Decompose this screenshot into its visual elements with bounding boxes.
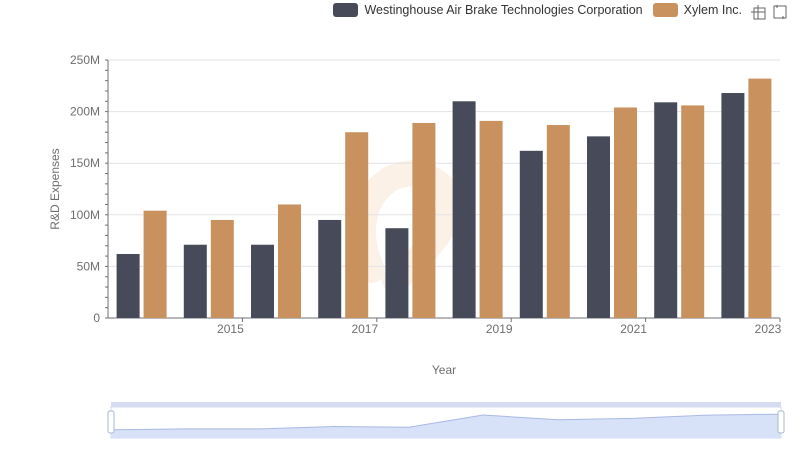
x-tick-label: 2023 (755, 322, 782, 336)
bar-wabtec-2022[interactable] (654, 102, 678, 318)
restore-icon[interactable] (772, 4, 788, 20)
data-zoom-move-bar[interactable] (111, 402, 781, 407)
bar-xylem-2022[interactable] (681, 105, 705, 319)
legend-item-wabtec[interactable]: Westinghouse Air Brake Technologies Corp… (333, 3, 643, 17)
y-tick-label: 200M (70, 105, 100, 119)
bar-wabtec-2023[interactable] (721, 93, 745, 318)
bar-wabtec-2018[interactable] (385, 228, 409, 318)
x-tick-label: 2017 (351, 322, 378, 336)
bar-xylem-2016[interactable] (278, 204, 301, 318)
legend-label-xylem: Xylem Inc. (683, 3, 742, 17)
bar-xylem-2021[interactable] (614, 107, 637, 318)
bar-wabtec-2021[interactable] (587, 136, 610, 318)
bar-xylem-2014[interactable] (143, 210, 167, 318)
x-tick-label: 2019 (486, 322, 513, 336)
x-axis-title: Year (432, 363, 456, 377)
bar-wabtec-2015[interactable] (183, 244, 207, 318)
y-tick-label: 50M (77, 259, 100, 273)
bar-wabtec-2014[interactable] (116, 254, 140, 318)
bar-xylem-2015[interactable] (210, 219, 234, 318)
data-zoom-preview-area (111, 414, 781, 438)
y-tick-label: 100M (70, 208, 100, 222)
legend: Westinghouse Air Brake Technologies Corp… (333, 3, 742, 17)
bar-xylem-2018[interactable] (412, 122, 436, 319)
legend-item-xylem[interactable]: Xylem Inc. (652, 3, 742, 17)
zoom-icon[interactable] (750, 4, 766, 20)
bar-xylem-2023[interactable] (748, 78, 772, 319)
y-axis-title: R&D Expenses (48, 148, 62, 229)
legend-label-wabtec: Westinghouse Air Brake Technologies Corp… (364, 3, 643, 17)
bar-wabtec-2017[interactable] (318, 219, 342, 318)
toolbox (750, 4, 788, 20)
data-zoom-handle-right[interactable] (777, 410, 785, 434)
bar-wabtec-2020[interactable] (519, 150, 543, 318)
bar-wabtec-2016[interactable] (251, 244, 274, 318)
data-zoom-preview-line (110, 413, 782, 431)
bar-xylem-2017[interactable] (345, 132, 369, 318)
legend-swatch-wabtec (333, 3, 359, 17)
y-tick-label: 150M (70, 156, 100, 170)
y-tick-label: 0 (93, 311, 100, 325)
data-zoom-handle-left[interactable] (107, 410, 115, 434)
bar-wabtec-2019[interactable] (452, 101, 476, 318)
bar-xylem-2019[interactable] (479, 120, 503, 318)
x-tick-label: 2015 (217, 322, 244, 336)
legend-swatch-xylem (652, 3, 678, 17)
bar-xylem-2020[interactable] (546, 125, 570, 319)
x-tick-label: 2021 (620, 322, 647, 336)
y-tick-label: 250M (70, 53, 100, 67)
